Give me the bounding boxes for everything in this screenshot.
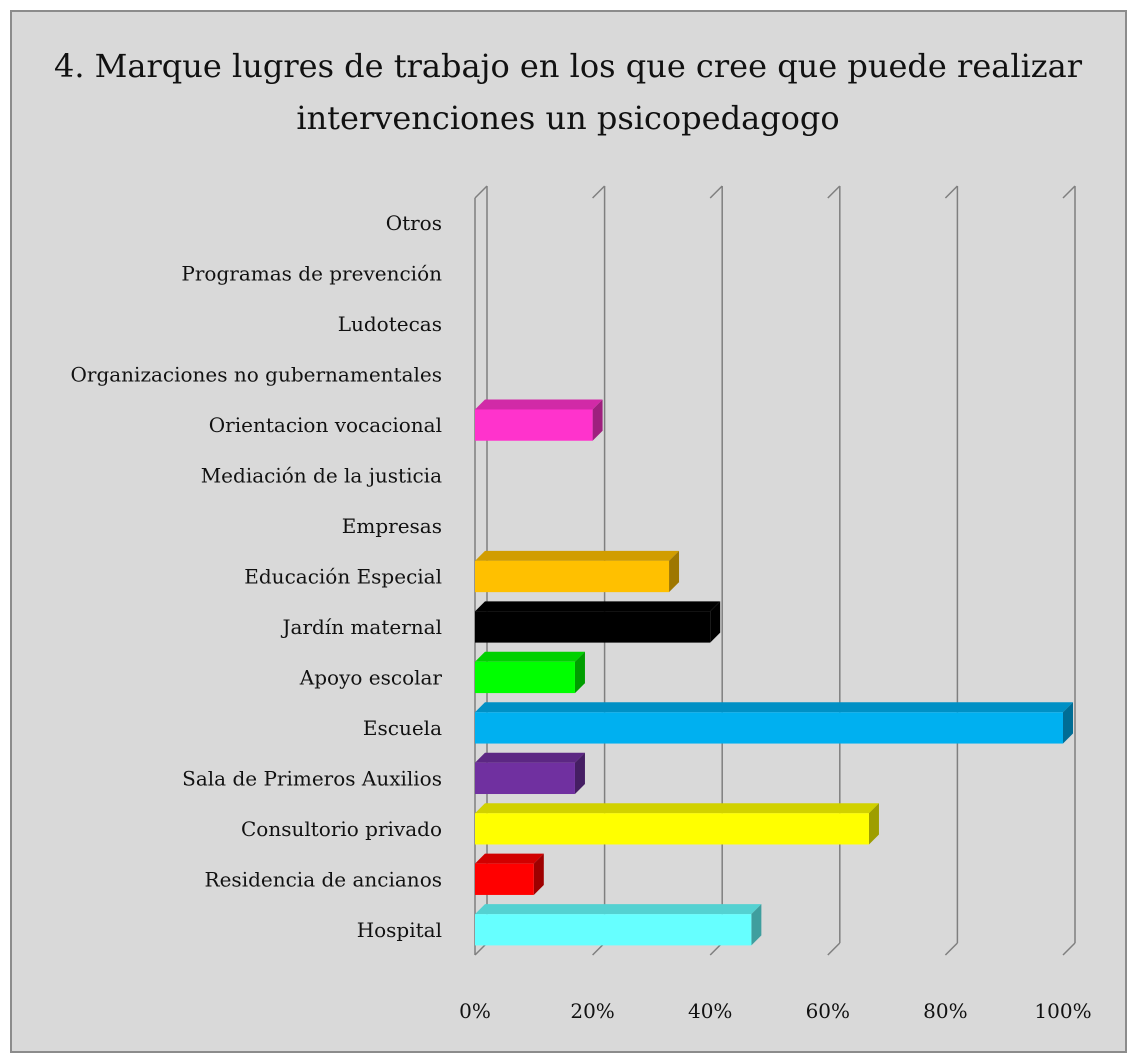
category-label: Empresas bbox=[342, 514, 442, 538]
category-label: Escuela bbox=[363, 716, 442, 740]
category-label: Educación Especial bbox=[244, 565, 442, 589]
gridline-top bbox=[1062, 185, 1076, 199]
bar bbox=[475, 712, 1063, 744]
chart-title-line-2: intervenciones un psicopedagogo bbox=[296, 99, 840, 137]
x-tick-label: 20% bbox=[570, 999, 614, 1023]
bar-side bbox=[710, 601, 721, 643]
bar-side bbox=[669, 550, 680, 593]
bar-top bbox=[475, 853, 544, 864]
bar-top bbox=[475, 651, 585, 662]
x-tick-label: 80% bbox=[923, 999, 967, 1023]
bar bbox=[475, 560, 670, 593]
bar bbox=[475, 914, 752, 946]
bar bbox=[475, 661, 575, 694]
bar-side bbox=[751, 904, 762, 946]
category-label: Sala de Primeros Auxilios bbox=[182, 766, 442, 790]
chart-title-line-1: 4. Marque lugres de trabajo en los que c… bbox=[53, 47, 1083, 85]
gridline-top bbox=[474, 185, 488, 199]
category-label: Orientacion vocacional bbox=[209, 413, 442, 437]
bar-top bbox=[475, 803, 879, 814]
bar-top bbox=[475, 399, 603, 410]
category-label: Mediación de la justicia bbox=[201, 464, 442, 488]
x-tick-label: 100% bbox=[1034, 999, 1091, 1023]
gridline-floor bbox=[944, 942, 958, 956]
category-label: Otros bbox=[386, 211, 442, 235]
bar-top bbox=[475, 550, 680, 561]
chart-title: 4. Marque lugres de trabajo en los que c… bbox=[0, 40, 1136, 144]
gridline-top bbox=[944, 185, 958, 199]
gridline-top bbox=[592, 185, 606, 199]
gridline-top bbox=[827, 185, 841, 199]
category-label: Ludotecas bbox=[338, 312, 442, 336]
bar-top bbox=[475, 752, 585, 763]
x-tick-label: 40% bbox=[688, 999, 732, 1023]
bar-side bbox=[1063, 702, 1073, 744]
bar bbox=[475, 863, 534, 895]
bar-side bbox=[868, 803, 879, 845]
x-tick-label: 0% bbox=[459, 999, 491, 1023]
gridline-floor bbox=[1062, 942, 1076, 956]
category-label: Hospital bbox=[357, 918, 442, 942]
category-label: Programas de prevención bbox=[181, 262, 442, 286]
bar-top bbox=[475, 702, 1073, 713]
x-tick-label: 60% bbox=[806, 999, 850, 1023]
category-label: Jardín maternal bbox=[281, 615, 442, 639]
bar bbox=[475, 813, 869, 845]
category-label: Apoyo escolar bbox=[299, 665, 443, 689]
bar-side bbox=[574, 651, 585, 694]
chart-frame bbox=[10, 10, 1127, 1053]
category-label: Organizaciones no gubernamentales bbox=[70, 363, 442, 387]
bar bbox=[475, 611, 711, 643]
category-label: Residencia de ancianos bbox=[205, 867, 442, 891]
bar-top bbox=[475, 904, 762, 915]
bar-side bbox=[533, 853, 544, 895]
bar bbox=[475, 762, 575, 795]
bar-side bbox=[592, 399, 603, 441]
bar-side bbox=[574, 752, 585, 795]
gridline-floor bbox=[827, 942, 841, 956]
bar-top bbox=[475, 601, 721, 612]
category-label: Consultorio privado bbox=[241, 817, 442, 841]
bar bbox=[475, 409, 593, 441]
gridline-top bbox=[709, 185, 723, 199]
